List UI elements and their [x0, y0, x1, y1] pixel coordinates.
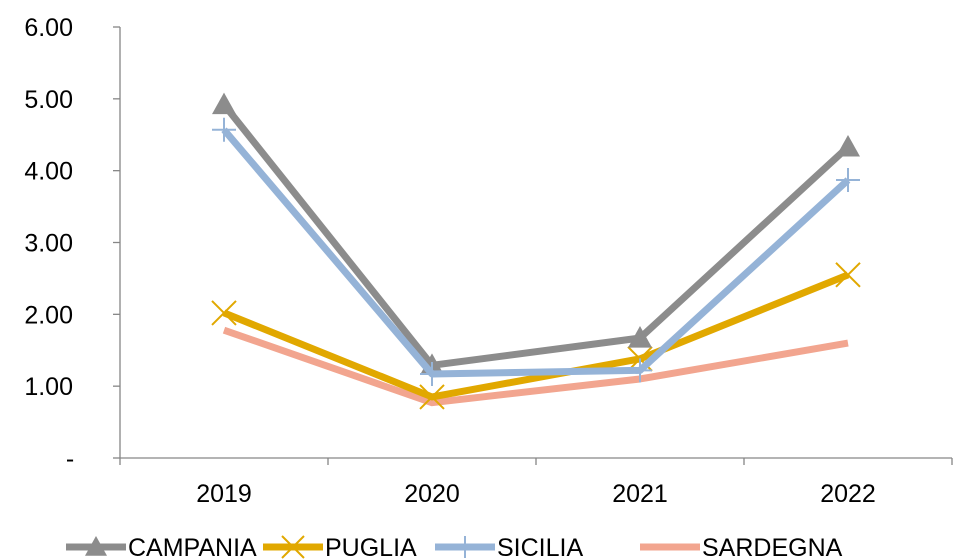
legend-item-campania: CAMPANIA: [66, 534, 257, 560]
legend-item-puglia: PUGLIA: [263, 534, 417, 560]
series-line: [222, 326, 849, 407]
legend-item-sardegna: SARDEGNA: [640, 534, 843, 560]
x-marker: [419, 384, 445, 410]
triangle-marker: [628, 326, 652, 348]
triangle-marker: [212, 92, 236, 115]
x-marker: [835, 262, 861, 288]
axes: - 1.00 2.00 3.00 4.00 5.00 6.00 2019 2020 2021 202…: [24, 14, 953, 508]
x-tick-label: 2022: [820, 480, 876, 508]
plus-marker: [420, 361, 444, 386]
series-sicilia: [212, 117, 860, 386]
y-tick-label: 5.00: [24, 86, 73, 114]
plus-marker: [454, 536, 476, 558]
legend-label: PUGLIA: [325, 534, 417, 560]
y-tick-label: -: [66, 445, 74, 473]
series-line: [222, 271, 850, 401]
triangle-marker: [85, 536, 107, 556]
y-tick-label: 4.00: [24, 158, 73, 186]
y-tick-label: 1.00: [24, 373, 73, 401]
series-line: [221, 102, 851, 369]
plus-marker: [212, 117, 236, 142]
legend-label: SARDEGNA: [702, 534, 843, 560]
y-tick-label: 3.00: [24, 230, 73, 258]
x-tick-label: 2019: [196, 480, 252, 508]
x-marker: [281, 535, 305, 559]
series-layer: [211, 92, 861, 410]
plus-marker: [836, 168, 860, 193]
triangle-marker: [836, 134, 860, 157]
legend-label: CAMPANIA: [128, 534, 257, 560]
x-tick-label: 2020: [404, 480, 460, 508]
x-tick-label: 2021: [612, 480, 668, 508]
plus-marker: [628, 358, 652, 383]
x-marker: [211, 300, 237, 326]
legend-item-sicilia: SICILIA: [435, 534, 583, 560]
y-tick-label: 6.00: [24, 14, 73, 42]
legend: CAMPANIA PUGLIA SICILIA SARDEGNA: [66, 534, 843, 560]
series-sardegna: [222, 326, 849, 407]
legend-label: SICILIA: [497, 534, 583, 560]
series-line: [221, 127, 851, 378]
series-puglia: [211, 262, 861, 410]
y-tick-label: 2.00: [24, 301, 73, 329]
